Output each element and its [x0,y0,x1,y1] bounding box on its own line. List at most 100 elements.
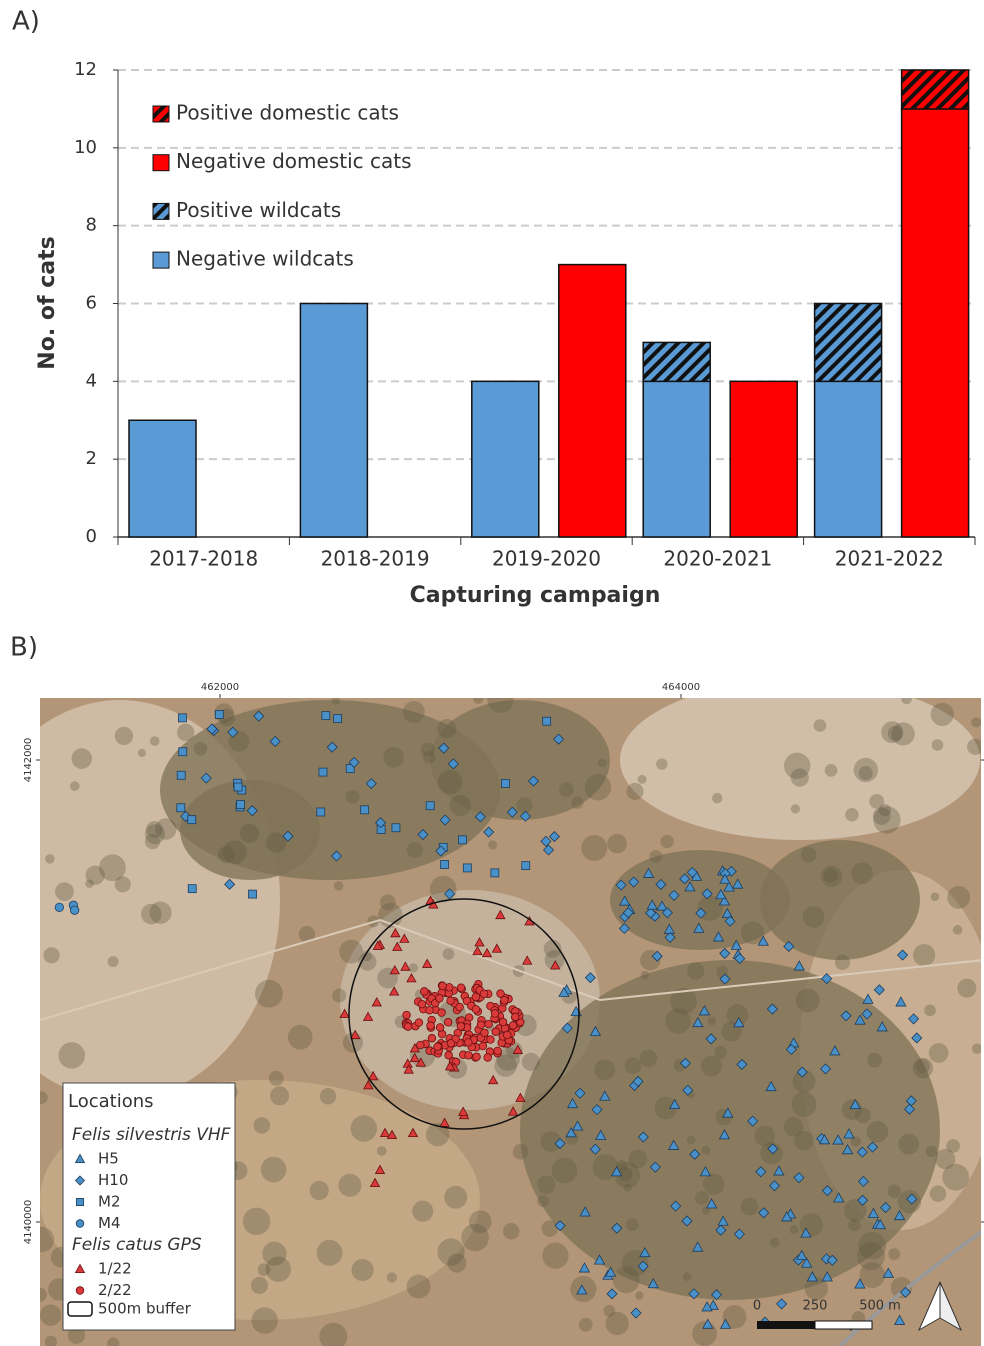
vegetation [85,879,94,888]
vegetation [790,1225,799,1234]
y-tick-label: 0 [86,526,97,547]
vegetation [858,1232,886,1260]
vegetation [594,1059,615,1080]
figure: A) No. of cats Capturing campaign B) Loc… [0,0,984,1346]
vegetation [579,1318,593,1332]
panel-label: A) [12,7,40,37]
vegetation [887,1184,901,1198]
vegetation [888,1248,900,1260]
vegetation [559,783,573,797]
vegetation [635,1291,643,1299]
location-point [465,1039,473,1047]
vegetation [867,1053,882,1068]
vegetation [488,840,497,849]
vegetation [825,764,838,777]
vegetation [115,876,131,892]
vegetation [613,1266,640,1293]
location-point [463,864,471,872]
vegetation [660,835,673,848]
vegetation [407,842,423,858]
vegetation [522,1053,540,1071]
vegetation [380,894,396,910]
vegetation [666,1008,691,1033]
vegetation [926,1146,938,1158]
vegetation [873,807,891,825]
vegetation [537,1176,555,1194]
map: LocationsFelis silvestris VHFH5H10M2M4Fe… [0,680,984,1346]
vegetation [712,793,723,804]
vegetation [332,989,346,1003]
vegetation [438,770,463,795]
vegetation [814,719,827,732]
location-point [76,1198,83,1205]
vegetation [218,846,235,863]
vegetation [867,1121,889,1143]
location-point [418,1000,426,1008]
vegetation [784,753,810,779]
location-point [441,860,449,868]
vegetation [552,1158,578,1184]
legend-swatch [153,106,169,122]
x-tick-label: 2020-2021 [663,547,772,571]
map-coordinate: 4140000 [23,1200,34,1245]
location-point [473,1053,481,1061]
vegetation [931,892,940,901]
vegetation [194,742,207,755]
vegetation [444,1186,467,1209]
vegetation [516,797,532,813]
y-tick-label: 4 [86,370,97,391]
location-point [426,1006,434,1014]
location-point [70,906,79,915]
location-point [458,836,466,844]
legend-swatch [153,203,169,219]
location-point [234,783,242,791]
location-point [511,1013,519,1021]
location-point [434,1043,442,1051]
vegetation [108,956,119,967]
vegetation [43,947,59,963]
vegetation [310,1181,329,1200]
legend-swatch [153,155,169,171]
location-point [487,1036,495,1044]
location-point [444,1018,452,1026]
y-tick-label: 8 [86,215,97,236]
location-point [509,1022,517,1030]
vegetation [383,747,404,768]
vegetation [972,1043,983,1054]
bar-segment [300,304,367,538]
vegetation [33,1288,47,1302]
vegetation [503,1223,519,1239]
vegetation [845,808,859,822]
location-point [501,996,509,1004]
vegetation [251,1307,277,1333]
legend-label: 1/22 [98,1260,132,1278]
location-point [522,862,530,870]
vegetation [924,1005,936,1017]
vegetation [430,876,457,903]
vegetation [821,866,843,888]
map-coordinate: 464000 [662,682,700,693]
panel-label: B) [10,633,38,663]
vegetation [794,1131,814,1151]
location-point [484,1054,492,1062]
vegetation [145,834,160,849]
legend-label: 2/22 [98,1281,132,1299]
x-tick-label: 2019-2020 [492,547,601,571]
vegetation [701,1055,722,1076]
vegetation [351,1115,377,1141]
vegetation [585,774,611,800]
scale-label: 0 [753,1299,761,1314]
location-point [249,890,257,898]
vegetation [403,701,425,723]
vegetation [791,804,800,813]
location-point [392,824,400,832]
location-point [491,1010,499,1018]
vegetation [473,693,483,703]
legend-group-title: Felis catus GPS [72,1235,202,1255]
y-tick-label: 6 [86,293,97,314]
vegetation [537,1195,549,1207]
vegetation [855,1107,871,1123]
location-point [456,1003,464,1011]
vegetation [892,722,915,745]
bar-segment [815,381,882,537]
